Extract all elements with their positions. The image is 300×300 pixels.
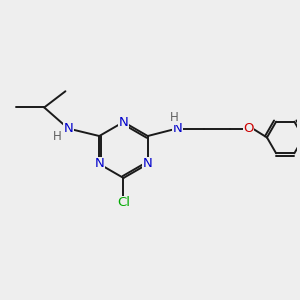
- Text: Cl: Cl: [117, 196, 130, 209]
- Text: N: N: [143, 158, 153, 170]
- Text: N: N: [64, 122, 73, 135]
- Text: N: N: [172, 122, 182, 135]
- Text: N: N: [94, 158, 104, 170]
- Text: N: N: [118, 116, 128, 128]
- Text: H: H: [170, 111, 178, 124]
- Text: O: O: [243, 122, 254, 135]
- Text: H: H: [53, 130, 62, 143]
